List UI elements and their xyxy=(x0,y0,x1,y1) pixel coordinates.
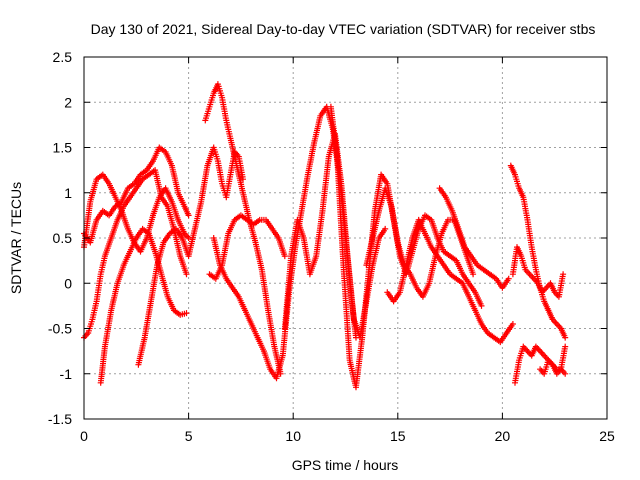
y-tick-label: 0.5 xyxy=(53,230,73,246)
y-tick-label: 0 xyxy=(64,275,72,291)
series-markers xyxy=(384,216,516,346)
series-markers xyxy=(281,130,389,341)
y-tick-label: -1.5 xyxy=(48,411,72,427)
series-arc-12 xyxy=(384,216,516,346)
series-markers xyxy=(206,212,288,282)
series-markers xyxy=(202,81,284,377)
tick-labels: 0 5 10 15 20 25 -1.5 -1 -0.5 0 0.5 1 1.5 2 2.5 xyxy=(48,49,615,444)
x-tick-label: 15 xyxy=(390,428,406,444)
y-tick-label: 1.5 xyxy=(53,140,73,156)
series-markers xyxy=(327,103,485,391)
series-arc-9 xyxy=(281,130,389,341)
series-arc-15 xyxy=(509,244,567,300)
y-tick-label: 2 xyxy=(64,94,72,110)
series-arc-7 xyxy=(206,212,288,282)
series-arc-17 xyxy=(537,343,569,377)
series-arc-5 xyxy=(135,144,246,368)
series-markers xyxy=(97,225,190,386)
series-markers xyxy=(81,167,190,341)
x-tick-label: 5 xyxy=(185,428,193,444)
y-tick-label: 2.5 xyxy=(53,49,73,65)
y-axis-label: SDTVAR / TECUs xyxy=(8,182,24,294)
series-arc-6 xyxy=(202,81,284,377)
series-arc-10 xyxy=(327,103,485,391)
y-tick-label: 1 xyxy=(64,185,72,201)
axis-ticks xyxy=(83,56,608,420)
series-markers xyxy=(135,144,246,368)
x-tick-label: 20 xyxy=(495,428,511,444)
series-arc-2 xyxy=(81,167,190,341)
x-tick-label: 0 xyxy=(80,428,88,444)
x-axis-label: GPS time / hours xyxy=(292,457,399,473)
chart-title: Day 130 of 2021, Sidereal Day-to-day VTE… xyxy=(91,21,596,37)
series-markers xyxy=(537,343,569,377)
x-tick-label: 10 xyxy=(285,428,301,444)
series-markers xyxy=(509,244,567,300)
series-markers xyxy=(436,185,512,291)
data-series xyxy=(81,81,569,391)
y-tick-label: -1 xyxy=(60,366,73,382)
series-arc-4 xyxy=(97,225,190,386)
y-tick-label: -0.5 xyxy=(48,321,72,337)
series-arc-13 xyxy=(436,185,512,291)
x-tick-label: 25 xyxy=(599,428,615,444)
